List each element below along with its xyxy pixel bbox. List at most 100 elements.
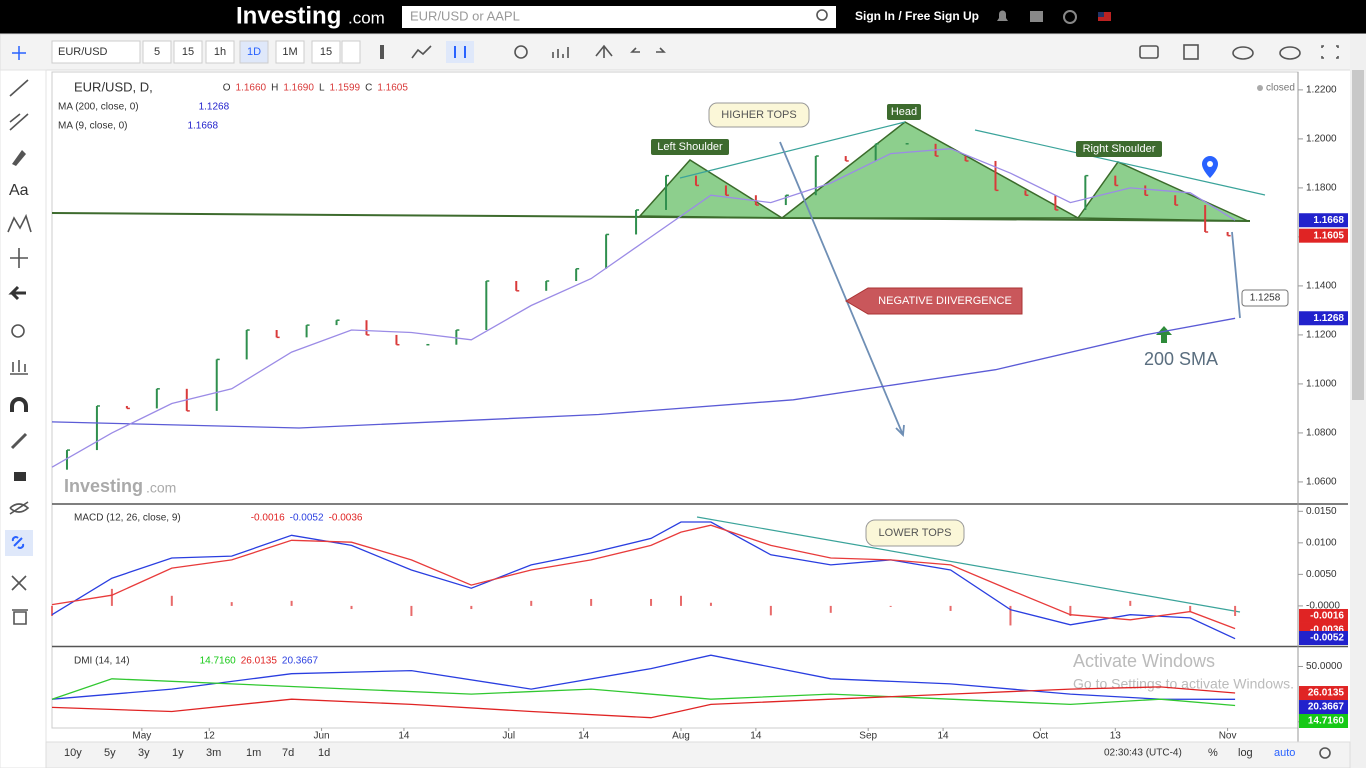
symbol[interactable]: EUR/USD: [58, 46, 108, 58]
trash-tool[interactable]: [12, 609, 28, 625]
range-button[interactable]: 1y: [172, 747, 184, 759]
axis-tag: [1299, 686, 1348, 701]
trendline-tool[interactable]: [9, 79, 29, 97]
portfolio-icon[interactable]: [1030, 11, 1043, 22]
interval-label[interactable]: 1M: [282, 46, 297, 58]
head-label: Head: [891, 106, 917, 118]
text-tool[interactable]: Aa: [9, 182, 29, 199]
range-button[interactable]: 10y: [64, 747, 82, 759]
histogram-bar: [769, 605, 772, 616]
indicators-button[interactable]: [552, 47, 569, 58]
scroll-thumb[interactable]: [1352, 70, 1364, 400]
y-tick-label: 1.1800: [1306, 183, 1337, 194]
cloud-load[interactable]: [1232, 46, 1254, 60]
interval-button[interactable]: [275, 40, 305, 64]
axis-tag-label: 26.0135: [1308, 688, 1345, 699]
interval-label[interactable]: 1D: [247, 46, 261, 58]
fib-tool[interactable]: [9, 113, 29, 131]
x-tick-label: May: [132, 731, 151, 742]
higher-tops-box: [708, 102, 810, 128]
remove-tool[interactable]: [11, 575, 27, 591]
prediction-tool[interactable]: [8, 285, 26, 301]
fullscreen[interactable]: [1321, 45, 1339, 59]
interval-label[interactable]: 15: [320, 46, 332, 58]
higher-tops-label: HIGHER TOPS: [721, 109, 796, 121]
range-button[interactable]: 5y: [104, 747, 116, 759]
scale-settings[interactable]: [1319, 747, 1331, 759]
x-tick-label: 13: [1110, 731, 1122, 742]
pattern-tool[interactable]: [7, 213, 32, 233]
draw-mode-tool[interactable]: [10, 432, 28, 450]
hide-tool[interactable]: [9, 501, 30, 515]
axis-tag-label: 1.1668: [1313, 215, 1344, 226]
histogram-bar: [51, 605, 53, 616]
brush-tool[interactable]: [12, 150, 26, 166]
interval-button[interactable]: [311, 40, 341, 64]
settings-button[interactable]: [514, 45, 528, 59]
pane-title: EUR/USD, D,: [74, 79, 153, 94]
sign-in[interactable]: Sign In / Free Sign Up: [855, 9, 979, 23]
clock-icon[interactable]: [1063, 10, 1077, 24]
logo[interactable]: Investing: [236, 2, 341, 29]
axis-tag-label: 1.1268: [1313, 313, 1344, 324]
interval-button[interactable]: [142, 40, 172, 64]
histogram-bar: [470, 605, 473, 610]
layout-button[interactable]: [1183, 44, 1199, 60]
range-button[interactable]: 7d: [282, 747, 294, 759]
left-shoulder-label: Left Shoulder: [657, 141, 723, 153]
interval-button[interactable]: [205, 40, 235, 64]
cloud-save[interactable]: [1279, 46, 1301, 60]
icons-tool[interactable]: [10, 360, 28, 375]
interval-label[interactable]: 5: [154, 46, 160, 58]
y-tick-label: 50.0000: [1306, 661, 1343, 672]
interval-label[interactable]: 15: [182, 46, 194, 58]
interval-button[interactable]: [239, 40, 269, 64]
lower-tops-line: [696, 516, 1241, 613]
line-style-button[interactable]: [411, 45, 432, 59]
candle-style-button[interactable]: [380, 45, 384, 59]
x-tick-label: Jun: [314, 731, 330, 742]
histogram-bar: [410, 605, 413, 616]
percent-toggle[interactable]: %: [1208, 747, 1218, 759]
magnet-tool[interactable]: [10, 397, 28, 412]
histogram-bar: [949, 605, 952, 611]
symbol-box[interactable]: [51, 40, 141, 64]
search-placeholder[interactable]: EUR/USD or AAPL: [410, 8, 520, 23]
zoom-tool[interactable]: [11, 324, 25, 338]
undo-redo[interactable]: [630, 47, 666, 53]
axis-tag: [1299, 228, 1348, 243]
lower-tops-box: [865, 519, 965, 547]
y-tick-label: 1.1200: [1306, 330, 1337, 341]
search-box[interactable]: [402, 6, 836, 28]
divergence-box: [845, 287, 1023, 315]
compare-button[interactable]: [595, 44, 613, 58]
auto-toggle[interactable]: auto: [1274, 747, 1295, 759]
y-tick-label: 1.1000: [1306, 379, 1337, 390]
bell-icon[interactable]: [997, 10, 1008, 22]
legend-value: O: [223, 83, 231, 94]
y-tick-label: 1.0800: [1306, 428, 1337, 439]
lock-tool[interactable]: [14, 472, 26, 481]
measure-tool[interactable]: [10, 248, 28, 268]
histogram-bar: [679, 595, 682, 606]
interval-button[interactable]: [173, 40, 203, 64]
screenshot-button[interactable]: [1139, 45, 1159, 59]
search-icon[interactable]: [816, 9, 828, 21]
range-button[interactable]: 3y: [138, 747, 150, 759]
pin-dot: [1207, 161, 1213, 167]
right-shoulder-label: Right Shoulder: [1083, 143, 1156, 155]
log-toggle[interactable]: log: [1238, 747, 1253, 759]
range-button[interactable]: 1m: [246, 747, 261, 759]
interval-label[interactable]: 1h: [214, 46, 226, 58]
range-button[interactable]: 1d: [318, 747, 330, 759]
sync-tool-bg[interactable]: [5, 530, 33, 556]
flag-icon[interactable]: [1098, 12, 1111, 21]
interval-menu[interactable]: [341, 40, 361, 64]
histogram-bar: [1129, 600, 1132, 606]
bar-style-button[interactable]: [446, 41, 474, 63]
bar-style-icon: [454, 46, 466, 58]
market-closed: closed: [1266, 83, 1295, 94]
crosshair-tool[interactable]: [12, 46, 26, 60]
histogram-bar: [709, 602, 712, 606]
range-button[interactable]: 3m: [206, 747, 221, 759]
